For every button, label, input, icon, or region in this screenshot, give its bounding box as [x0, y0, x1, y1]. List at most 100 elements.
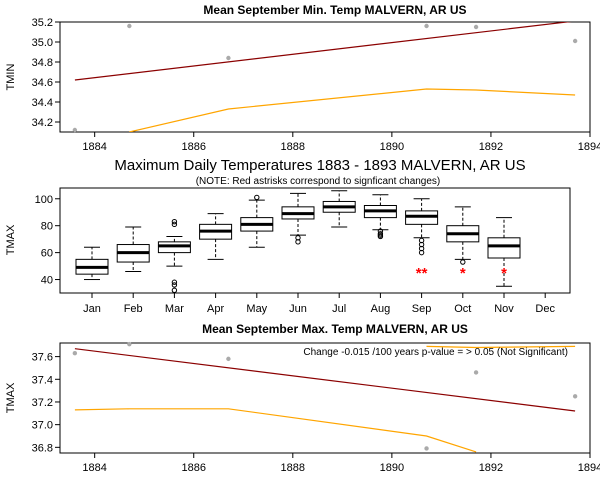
box-oct — [446, 206, 480, 265]
boxplot-x-tick-label: Aug — [371, 303, 391, 315]
tmin-y-axis-label: TMIN — [5, 64, 17, 91]
box-outlier — [171, 218, 178, 225]
tmax-x-ticks: 1884 1886 1888 1890 1892 1894 — [82, 453, 600, 474]
tmax-y-ticks: 36.8 37.0 37.2 37.4 37.6 — [32, 352, 60, 454]
tmin-data-point — [72, 127, 78, 133]
box-body — [487, 237, 521, 259]
box-outlier — [377, 233, 384, 240]
tmax-y-tick-label: 36.8 — [32, 442, 53, 454]
tmin-x-tick-label: 1886 — [181, 141, 205, 153]
box-may — [240, 194, 274, 248]
boxplot-x-tick-label: Dec — [535, 303, 555, 315]
box-outlier — [171, 282, 178, 288]
significance-asterisk: * — [460, 265, 466, 282]
tmax-x-tick-label: 1886 — [181, 462, 205, 474]
boxplot-x-tick-label: Mar — [165, 303, 184, 315]
significance-asterisk: ** — [416, 265, 428, 282]
box-jul — [322, 190, 356, 228]
tmax-lines — [74, 345, 576, 453]
boxplot-y-tick-label: 40 — [41, 275, 53, 287]
tmin-data-point — [127, 23, 132, 29]
boxplot-boxes — [75, 190, 521, 294]
tmin-y-tick-label: 35.0 — [32, 37, 53, 49]
box-outlier — [171, 279, 178, 285]
box-apr — [199, 213, 233, 260]
box-sep — [405, 198, 439, 256]
boxplot-x-tick-label: Jan — [83, 303, 101, 315]
tmax-y-axis-label: TMAX — [5, 382, 17, 413]
tmax-y-tick-label: 37.0 — [32, 420, 53, 432]
tmax-data-point — [127, 341, 132, 347]
tmin-x-tick-label: 1894 — [578, 141, 600, 153]
boxplot-y-axis-label: TMAX — [5, 224, 17, 255]
boxplot-x-tick-label: May — [246, 303, 267, 315]
tmax-trend-line — [74, 348, 576, 412]
box-mar — [157, 218, 191, 294]
tmax-chart-title: Mean September Max. Temp MALVERN, AR US — [202, 322, 468, 336]
tmin-trend-line — [74, 22, 572, 81]
tmin-points — [72, 23, 578, 133]
tmin-x-tick-label: 1890 — [380, 141, 404, 153]
tmin-smooth-line — [129, 88, 576, 132]
tmax-x-tick-label: 1894 — [578, 462, 600, 474]
tmax-change-annotation: Change -0.015 /100 years p-value = > 0.0… — [303, 347, 568, 358]
box-jun — [281, 192, 315, 245]
tmin-y-tick-label: 34.6 — [32, 77, 53, 89]
tmin-chart-title: Mean September Min. Temp MALVERN, AR US — [203, 3, 466, 17]
tmax-y-tick-label: 37.4 — [32, 374, 53, 386]
tmax-data-point — [424, 446, 429, 451]
tmax-x-tick-label: 1892 — [479, 462, 503, 474]
tmin-x-tick-label: 1888 — [281, 141, 305, 153]
boxplot-x-ticks: Jan Feb Mar Apr May Jun Jul Aug Sep Oct Nov Dec — [83, 293, 555, 315]
boxplot-y-tick-label: 80 — [41, 221, 53, 233]
tmin-y-ticks: 34.2 34.4 34.6 34.8 35.0 35.2 — [32, 17, 60, 129]
tmin-y-tick-label: 34.2 — [32, 117, 53, 129]
box-feb — [116, 226, 150, 272]
boxplot-x-tick-label: Nov — [494, 303, 514, 315]
panel-tmin: Mean September Min. Temp MALVERN, AR US … — [5, 3, 600, 153]
box-nov — [487, 217, 521, 287]
boxplot-significance-markers: ** * * — [416, 265, 507, 282]
tmin-data-point — [572, 38, 578, 44]
tmin-y-tick-label: 35.2 — [32, 17, 53, 29]
box-outlier — [295, 239, 301, 245]
panel-boxplot: Maximum Daily Temperatures 1883 - 1893 M… — [5, 157, 571, 315]
boxplot-chart-title: Maximum Daily Temperatures 1883 - 1893 M… — [114, 157, 525, 174]
significance-asterisk: * — [501, 265, 507, 282]
boxplot-x-tick-label: Oct — [454, 303, 471, 315]
tmin-y-tick-label: 34.8 — [32, 57, 53, 69]
boxplot-x-tick-label: Sep — [412, 303, 432, 315]
boxplot-x-tick-label: Apr — [207, 303, 224, 315]
tmax-points — [72, 341, 578, 451]
tmax-x-tick-label: 1888 — [281, 462, 305, 474]
tmax-smooth-upper-line — [426, 345, 576, 349]
tmax-data-point — [226, 356, 231, 362]
boxplot-y-tick-label: 60 — [41, 248, 53, 260]
tmax-data-point — [572, 394, 578, 399]
tmin-x-tick-label: 1884 — [82, 141, 106, 153]
box-outlier — [254, 194, 260, 201]
box-outlier — [460, 259, 466, 265]
tmax-data-point — [72, 351, 78, 356]
box-outlier — [171, 287, 178, 294]
tmin-data-point — [424, 23, 429, 29]
boxplot-plot-frame — [59, 187, 571, 294]
tmax-x-tick-label: 1890 — [380, 462, 404, 474]
boxplot-x-tick-label: Jun — [289, 303, 307, 315]
tmax-smooth-line — [74, 408, 477, 453]
tmin-x-tick-label: 1892 — [479, 141, 503, 153]
boxplot-x-tick-label: Jul — [332, 303, 346, 315]
box-outlier — [418, 249, 425, 256]
tmax-data-point — [473, 370, 479, 375]
box-outlier — [171, 221, 178, 228]
tmin-data-point — [226, 55, 231, 61]
tmax-x-tick-label: 1884 — [82, 462, 106, 474]
tmax-plot-frame — [59, 342, 591, 454]
tmin-lines — [74, 22, 576, 132]
tmax-y-tick-label: 37.6 — [32, 352, 53, 364]
box-jan — [75, 246, 109, 281]
tmin-x-ticks: 1884 1886 1888 1890 1892 1894 — [82, 132, 600, 153]
tmin-clipped-lines — [74, 22, 576, 132]
boxplot-x-tick-label: Feb — [124, 303, 143, 315]
